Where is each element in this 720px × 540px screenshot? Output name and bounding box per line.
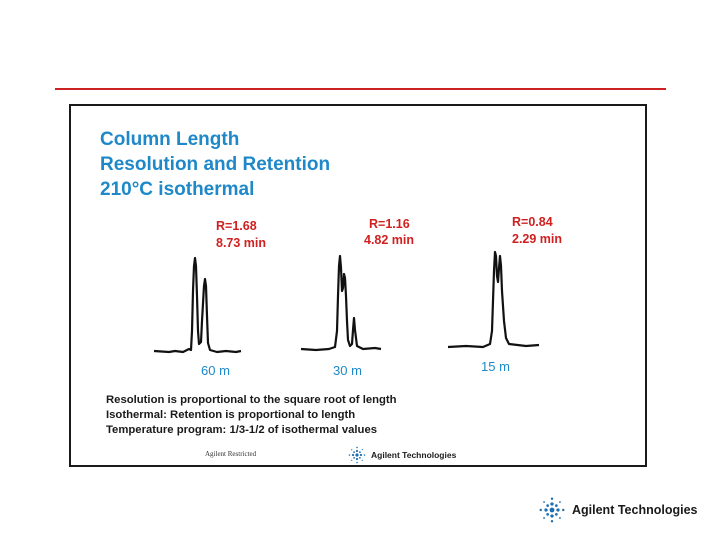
- retention-label-15m: 2.29 min: [512, 232, 563, 246]
- chart-title-line-1: Column Length: [100, 129, 240, 150]
- retention-label-30m: 4.82 min: [364, 233, 415, 247]
- note-isothermal: Isothermal: Retention is proportional to…: [106, 409, 356, 421]
- resolution-label-30m: R=1.16: [369, 217, 410, 231]
- agilent-logo-footer: Agilent Technologies: [537, 495, 697, 525]
- header-rule: [55, 88, 666, 90]
- agilent-logo-inner: Agilent Technologies: [347, 445, 456, 465]
- retention-label-60m: 8.73 min: [216, 236, 267, 250]
- length-label-15m: 15 m: [481, 359, 510, 374]
- agilent-spark-icon: [539, 497, 565, 523]
- resolution-label-60m: R=1.68: [216, 219, 257, 233]
- length-label-60m: 60 m: [201, 363, 230, 378]
- chromatogram-canvas: [153, 250, 540, 354]
- chart-title-line-2: Resolution and Retention: [100, 154, 331, 175]
- restricted-label: Agilent Restricted: [205, 450, 257, 458]
- resolution-label-15m: R=0.84: [512, 215, 553, 229]
- chromatogram-15m: [447, 250, 540, 349]
- chart-panel: Column Length Resolution and Retention 2…: [69, 104, 647, 467]
- agilent-brand-footer-text: Agilent Technologies: [572, 503, 698, 517]
- note-temperature: Temperature program: 1/3-1/2 of isotherm…: [106, 424, 378, 436]
- note-resolution: Resolution is proportional to the square…: [106, 394, 397, 406]
- agilent-brand-inner-text: Agilent Technologies: [371, 450, 457, 460]
- agilent-spark-icon: [348, 446, 366, 464]
- length-label-30m: 30 m: [333, 363, 362, 378]
- chromatogram-60m: [153, 256, 242, 354]
- chart-title-line-3: 210°C isothermal: [100, 179, 255, 200]
- chromatogram-30m: [300, 254, 382, 352]
